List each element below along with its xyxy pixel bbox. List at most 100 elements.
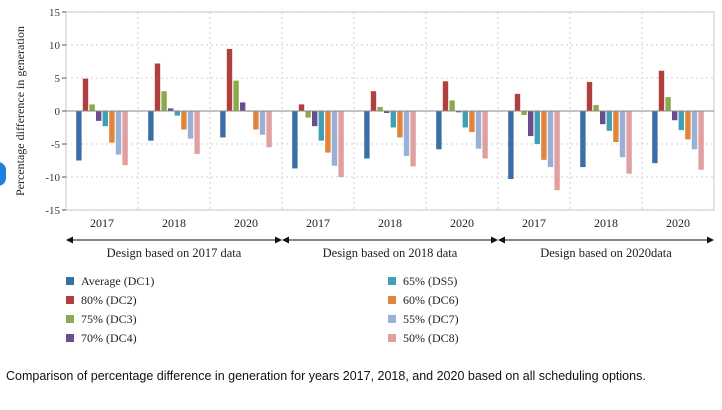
- legend-swatch: [388, 296, 396, 304]
- bar-3-7: [521, 111, 527, 115]
- bar-6-3: [253, 111, 259, 130]
- arrow-head-right: [707, 236, 714, 244]
- bar-4-3: [240, 102, 246, 111]
- bar-3-9: [665, 97, 671, 111]
- bar-5-8: [606, 111, 612, 131]
- bar-8-9: [698, 111, 704, 170]
- legend-swatch: [66, 315, 74, 323]
- bar-8-6: [482, 111, 488, 159]
- legend-swatch: [388, 334, 396, 342]
- category-label: 2020: [450, 216, 474, 230]
- y-tick-label: -10: [45, 172, 60, 184]
- legend-swatch: [388, 315, 396, 323]
- bar-3-8: [593, 105, 599, 111]
- bar-8-7: [554, 111, 560, 191]
- group-label: Design based on 2020data: [540, 246, 672, 260]
- bar-6-1: [109, 111, 115, 143]
- axes: [62, 11, 715, 211]
- category-label: 2018: [594, 216, 618, 230]
- arrow-head-left: [498, 236, 505, 244]
- bar-5-4: [318, 111, 324, 141]
- bar-8-1: [122, 111, 128, 166]
- legend-label: Average (DC1): [81, 274, 154, 288]
- bar-chart: 15 10 5 0 -5 -10 -15 2017 2018 2020 Design based o…: [13, 7, 715, 345]
- bar-1-2: [148, 111, 154, 141]
- axis-labels: 15 10 5 0 -5 -10 -15 2017 2018 2020 Design based o…: [13, 7, 714, 260]
- category-label: 2018: [378, 216, 402, 230]
- legend-label: 75% (DC3): [81, 312, 137, 326]
- bars: [76, 48, 704, 191]
- bar-4-7: [528, 111, 534, 137]
- legend-label: 80% (DC2): [81, 293, 137, 307]
- bar-7-7: [547, 111, 554, 168]
- bar-4-5: [384, 111, 390, 113]
- bar-5-7: [534, 111, 540, 144]
- legend-label: 65% (DS5): [403, 274, 457, 288]
- bar-7-1: [115, 111, 122, 155]
- arrow-head-left: [66, 236, 73, 244]
- y-tick-label: -15: [45, 205, 60, 217]
- bar-2-5: [370, 91, 377, 111]
- bar-4-8: [600, 111, 606, 125]
- bar-5-5: [390, 111, 396, 128]
- bar-5-1: [102, 111, 108, 127]
- bar-7-5: [403, 111, 410, 156]
- bar-6-4: [325, 111, 331, 153]
- legend-swatch: [66, 296, 74, 304]
- arrow-head-right: [275, 236, 282, 244]
- legend-label: 60% (DC6): [403, 293, 459, 307]
- bar-2-3: [226, 48, 233, 111]
- bar-2-8: [586, 81, 593, 111]
- y-tick-label: -5: [51, 139, 61, 151]
- bar-2-7: [514, 93, 521, 111]
- y-tick-label: 5: [55, 73, 61, 85]
- legend-label: 70% (DC4): [81, 331, 137, 345]
- category-label: 2020: [666, 216, 690, 230]
- bar-8-3: [266, 111, 272, 148]
- bar-1-8: [580, 111, 586, 168]
- bar-1-3: [220, 111, 226, 138]
- bar-8-8: [626, 111, 632, 174]
- bar-1-1: [76, 111, 82, 161]
- bar-2-6: [442, 81, 449, 111]
- bar-3-1: [89, 104, 95, 111]
- arrow-head-left: [282, 236, 289, 244]
- figure-caption: Comparison of percentage difference in g…: [6, 369, 646, 383]
- bar-5-9: [678, 111, 684, 131]
- bar-6-2: [181, 111, 187, 130]
- legend-swatch: [66, 277, 74, 285]
- bar-7-9: [691, 111, 698, 150]
- bar-5-6: [462, 111, 468, 128]
- bar-6-9: [685, 111, 691, 140]
- bar-7-6: [475, 111, 482, 149]
- bar-3-3: [233, 80, 239, 111]
- bar-4-4: [312, 111, 318, 127]
- y-tick-label: 10: [49, 40, 61, 52]
- bar-6-5: [397, 111, 403, 138]
- category-label: 2018: [162, 216, 186, 230]
- side-indicator-dot: [0, 162, 6, 186]
- y-axis-title: Percentage difference in generation: [13, 26, 27, 196]
- bar-2-1: [82, 78, 89, 111]
- bar-1-9: [652, 111, 658, 164]
- y-tick-label: 15: [49, 7, 61, 19]
- bar-1-7: [508, 111, 514, 179]
- bar-6-7: [541, 111, 547, 160]
- bar-1-6: [436, 111, 442, 150]
- bar-4-9: [672, 111, 678, 121]
- legend-swatch: [388, 277, 396, 285]
- bar-2-2: [154, 63, 161, 111]
- bar-3-5: [377, 107, 383, 111]
- bar-3-4: [305, 111, 311, 118]
- bar-7-4: [331, 111, 338, 166]
- bar-2-4: [298, 104, 305, 111]
- legend: Average (DC1) 80% (DC2) 75% (DC3) 70% (DC4)…: [66, 274, 459, 345]
- bar-8-2: [194, 111, 200, 154]
- arrow-head-right: [491, 236, 498, 244]
- category-label: 2017: [522, 216, 546, 230]
- bar-7-8: [619, 111, 626, 158]
- legend-swatch: [66, 334, 74, 342]
- bar-1-4: [292, 111, 298, 169]
- bar-8-4: [338, 111, 344, 177]
- group-label: Design based on 2017 data: [107, 246, 242, 260]
